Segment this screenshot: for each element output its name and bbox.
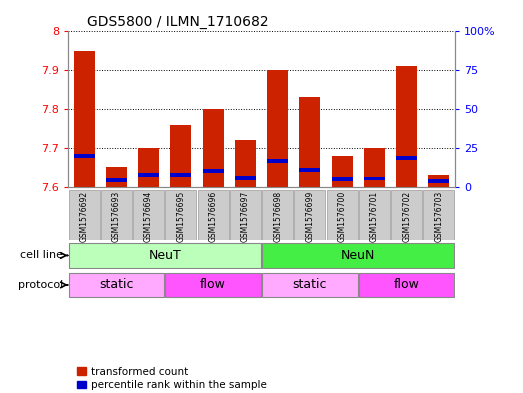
Text: cell line: cell line <box>20 250 63 261</box>
Bar <box>170 125 191 187</box>
Text: GSM1576703: GSM1576703 <box>435 191 444 242</box>
Bar <box>198 190 229 240</box>
Bar <box>424 190 454 240</box>
Bar <box>262 273 358 297</box>
Bar <box>235 140 256 187</box>
Bar <box>396 66 417 187</box>
Text: flow: flow <box>200 278 226 292</box>
Bar <box>101 190 132 240</box>
Bar <box>74 154 95 158</box>
Bar <box>299 168 321 172</box>
Text: static: static <box>99 278 133 292</box>
Bar <box>202 169 224 173</box>
Text: NeuT: NeuT <box>149 249 181 262</box>
Text: GSM1576693: GSM1576693 <box>112 191 121 242</box>
Text: GSM1576702: GSM1576702 <box>402 191 411 242</box>
Bar <box>69 190 99 240</box>
Text: GSM1576697: GSM1576697 <box>241 191 250 242</box>
Bar <box>235 176 256 180</box>
Text: GDS5800 / ILMN_1710682: GDS5800 / ILMN_1710682 <box>87 15 269 29</box>
Bar <box>69 273 164 297</box>
Bar <box>170 173 191 177</box>
Bar <box>267 159 288 163</box>
Bar <box>262 190 293 240</box>
Bar <box>165 190 196 240</box>
Text: static: static <box>293 278 327 292</box>
Bar <box>332 177 353 181</box>
Bar <box>359 190 390 240</box>
Bar <box>138 148 159 187</box>
Bar <box>165 273 261 297</box>
Bar <box>396 156 417 160</box>
Text: GSM1576695: GSM1576695 <box>176 191 185 242</box>
Text: GSM1576698: GSM1576698 <box>273 191 282 242</box>
Bar <box>428 175 449 187</box>
Bar <box>294 190 325 240</box>
Bar <box>332 156 353 187</box>
Bar <box>267 70 288 187</box>
Bar <box>74 51 95 187</box>
Bar <box>364 176 385 180</box>
Text: GSM1576700: GSM1576700 <box>338 191 347 242</box>
Text: GSM1576701: GSM1576701 <box>370 191 379 242</box>
Bar <box>327 190 358 240</box>
Bar <box>391 190 422 240</box>
Text: GSM1576692: GSM1576692 <box>79 191 88 242</box>
Bar <box>299 97 321 187</box>
Text: GSM1576696: GSM1576696 <box>209 191 218 242</box>
Bar <box>230 190 261 240</box>
Text: protocol: protocol <box>17 280 63 290</box>
Bar <box>106 178 127 182</box>
Text: GSM1576699: GSM1576699 <box>305 191 314 242</box>
Bar <box>138 173 159 177</box>
Bar <box>133 190 164 240</box>
Bar <box>202 109 224 187</box>
Bar <box>364 148 385 187</box>
Bar <box>69 243 261 268</box>
Text: GSM1576694: GSM1576694 <box>144 191 153 242</box>
Bar <box>262 243 454 268</box>
Bar <box>359 273 454 297</box>
Text: flow: flow <box>394 278 419 292</box>
Legend: transformed count, percentile rank within the sample: transformed count, percentile rank withi… <box>73 363 271 393</box>
Bar <box>428 179 449 183</box>
Bar <box>106 167 127 187</box>
Text: NeuN: NeuN <box>341 249 376 262</box>
